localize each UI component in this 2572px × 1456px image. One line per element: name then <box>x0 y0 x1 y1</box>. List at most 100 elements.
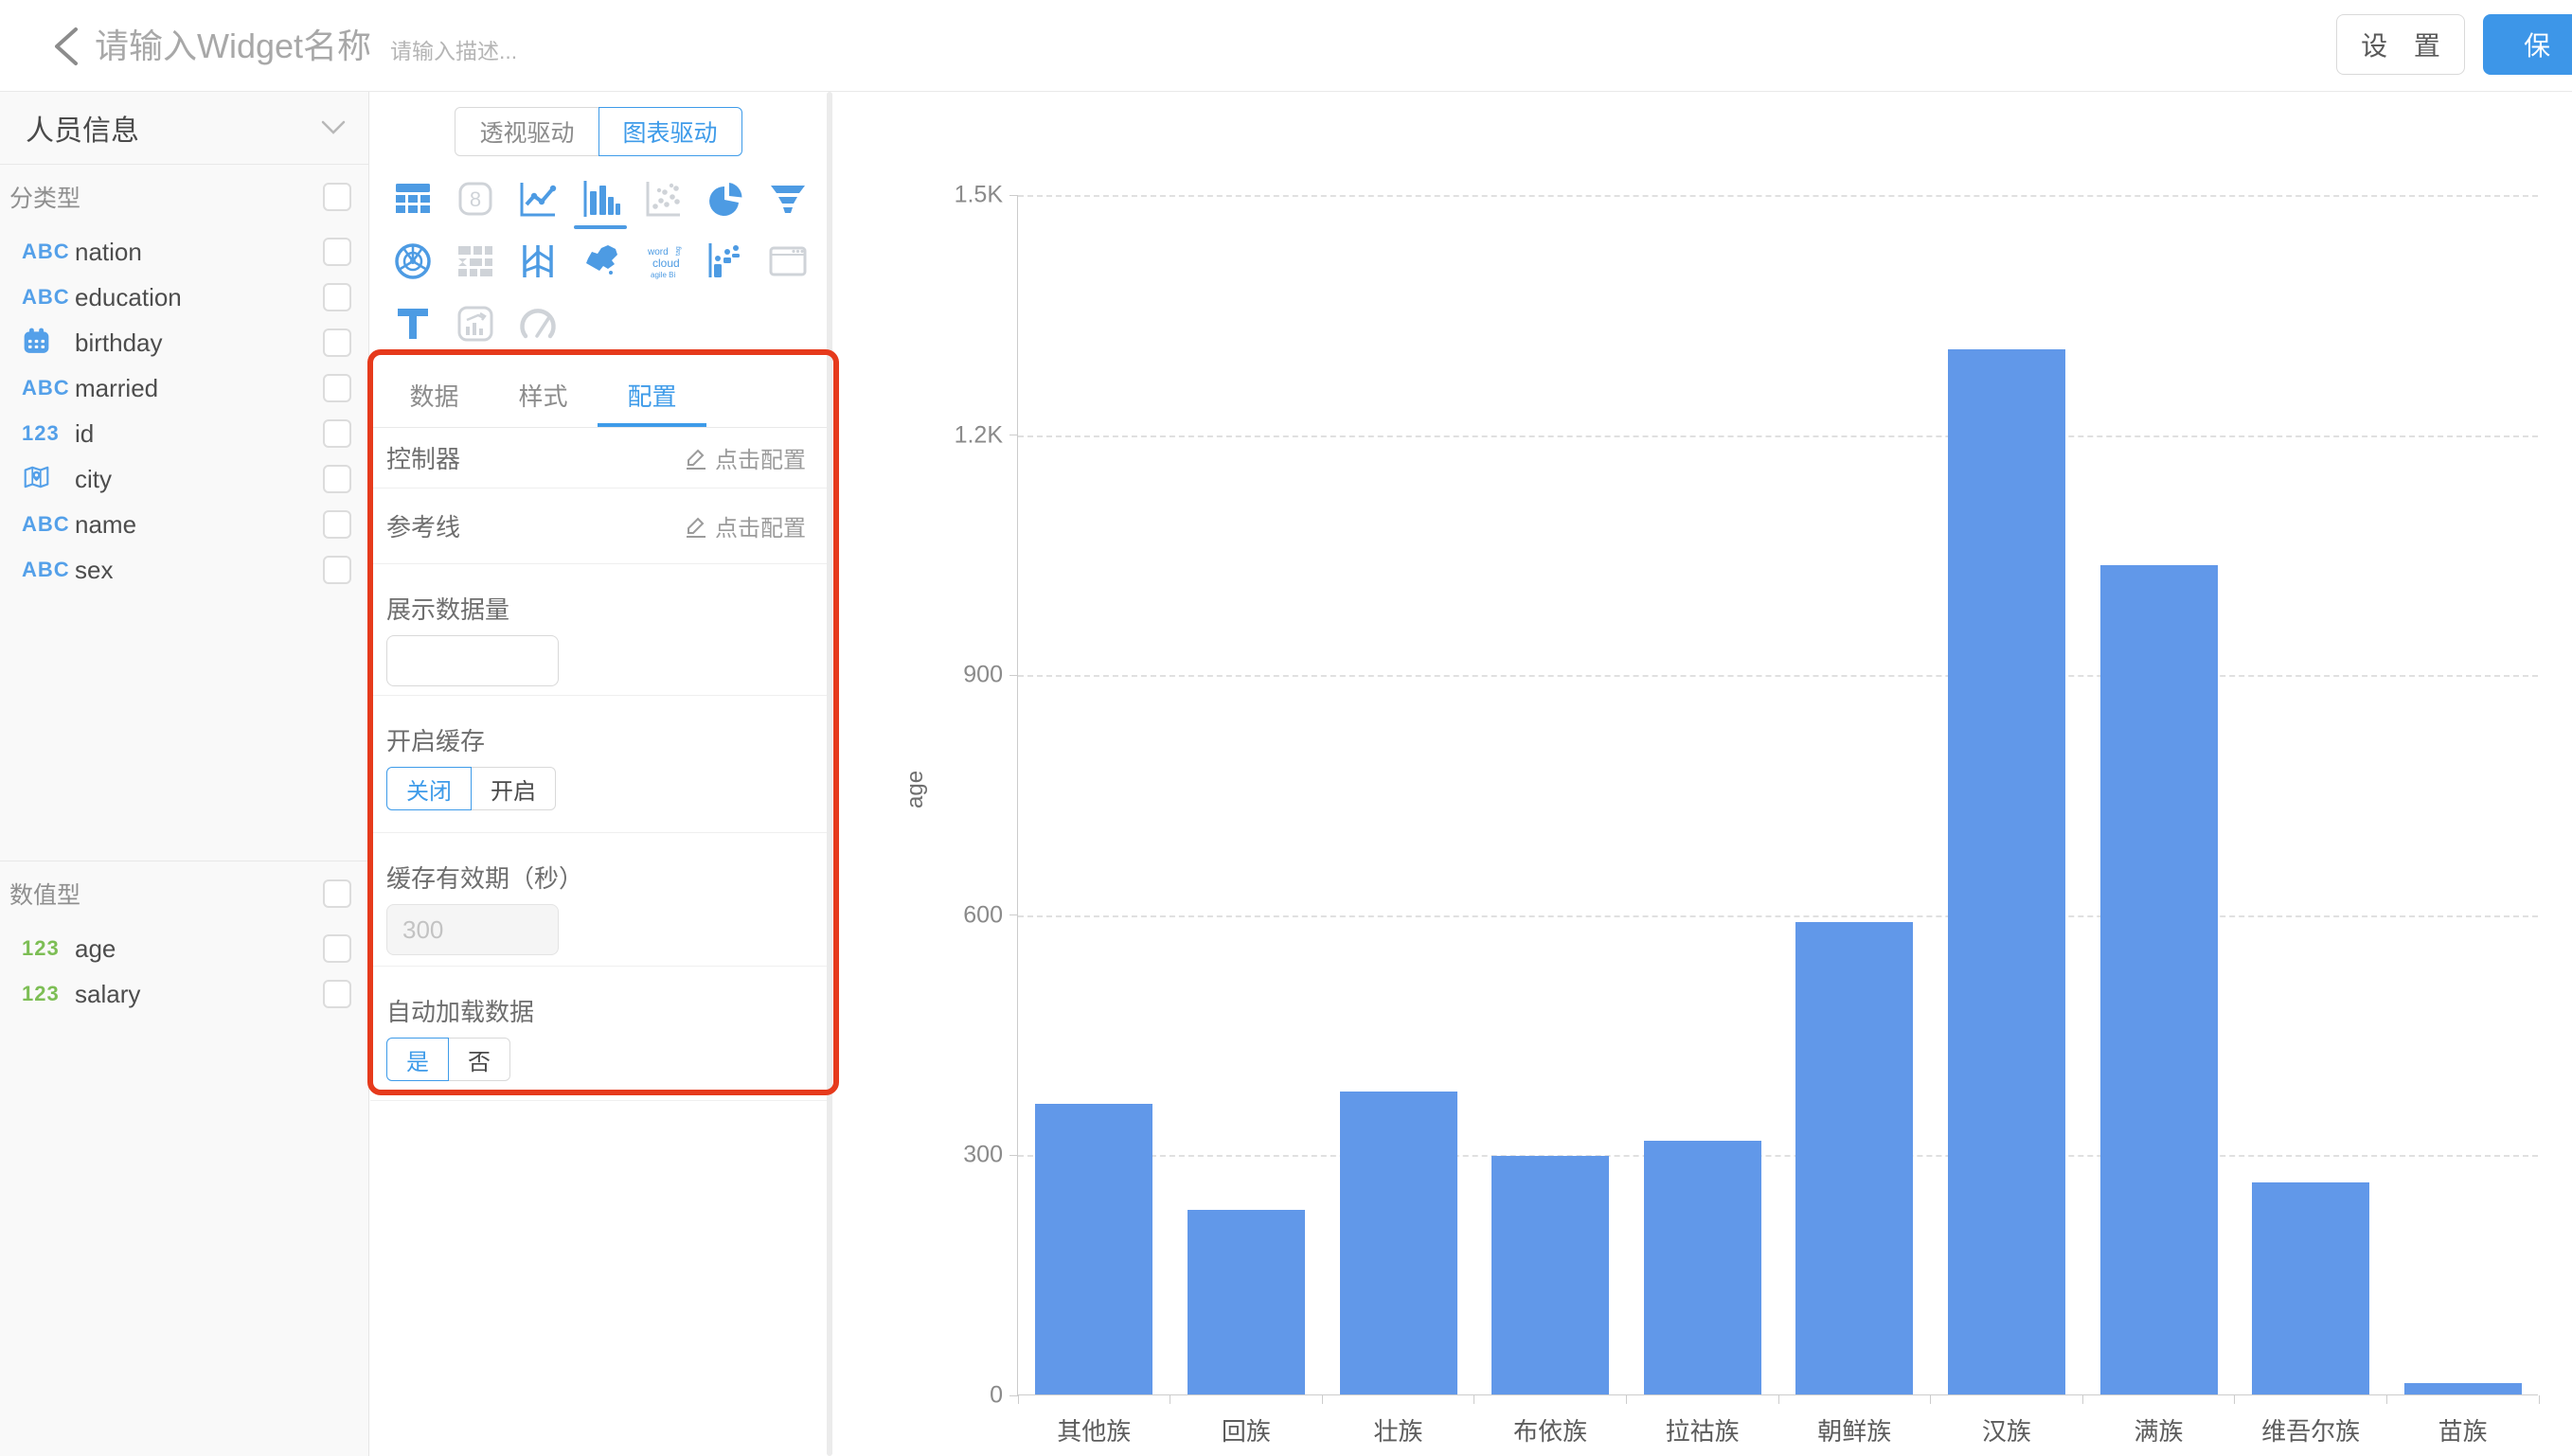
field-checkbox[interactable] <box>323 374 351 402</box>
field-row-age[interactable]: 123age <box>0 926 368 971</box>
x-tick-mark <box>1626 1395 1627 1404</box>
section-checkbox[interactable] <box>323 183 351 211</box>
auto-load-no-button[interactable]: 否 <box>448 1038 510 1081</box>
bar-朝鲜族[interactable] <box>1795 922 1913 1394</box>
field-checkbox[interactable] <box>323 510 351 539</box>
field-checkbox[interactable] <box>323 419 351 448</box>
x-tick-mark <box>2234 1395 2235 1404</box>
display-count-input[interactable] <box>386 635 559 686</box>
tab-样式[interactable]: 样式 <box>489 370 598 427</box>
panel-scrollbar[interactable] <box>827 92 832 1456</box>
x-category-label: 其他族 <box>1018 1412 1170 1447</box>
x-tick-mark <box>1018 1395 1019 1404</box>
bar-汉族[interactable] <box>1948 349 2065 1394</box>
back-button[interactable] <box>47 25 89 68</box>
field-label: sex <box>75 556 323 585</box>
controller-label: 控制器 <box>386 440 685 475</box>
sidebar-sections: 分类型ABCnationABCeducationbirthdayABCmarri… <box>0 165 368 1017</box>
field-checkbox[interactable] <box>323 980 351 1008</box>
chevron-down-icon <box>321 120 346 135</box>
field-row-name[interactable]: ABCname <box>0 502 368 547</box>
tab-数据[interactable]: 数据 <box>380 370 489 427</box>
dataset-selector[interactable]: 人员信息 <box>0 92 368 165</box>
tab-配置[interactable]: 配置 <box>598 370 706 427</box>
iframe-icon[interactable] <box>757 230 819 293</box>
reference-line-row: 参考线 点击配置 <box>370 488 827 564</box>
word-cloud-icon[interactable]: wordtagcloudagile Bi <box>632 230 694 293</box>
chevron-left-icon <box>47 25 89 68</box>
line-chart-icon[interactable] <box>507 168 569 230</box>
cache-on-button[interactable]: 开启 <box>471 767 556 810</box>
field-checkbox[interactable] <box>323 465 351 493</box>
bar-拉祜族[interactable] <box>1644 1141 1761 1394</box>
field-row-married[interactable]: ABCmarried <box>0 365 368 411</box>
y-tick-label: 0 <box>861 1382 1003 1410</box>
field-row-sex[interactable]: ABCsex <box>0 547 368 593</box>
scorecard-icon[interactable]: 8 <box>444 168 507 230</box>
field-label: id <box>75 419 323 449</box>
y-tick-mark <box>1009 195 1018 196</box>
rich-text-icon[interactable] <box>382 293 444 355</box>
funnel-icon[interactable] <box>757 168 819 230</box>
field-row-nation[interactable]: ABCnation <box>0 229 368 275</box>
combo-chart-icon[interactable] <box>444 293 507 355</box>
field-checkbox[interactable] <box>323 283 351 311</box>
field-row-education[interactable]: ABCeducation <box>0 275 368 320</box>
pencil-icon <box>685 515 707 538</box>
123-field-icon: 123 <box>22 421 75 446</box>
field-row-salary[interactable]: 123salary <box>0 971 368 1017</box>
table-icon[interactable] <box>382 168 444 230</box>
field-row-id[interactable]: 123id <box>0 411 368 456</box>
reference-line-configure-link[interactable]: 点击配置 <box>685 509 806 542</box>
pencil-icon <box>685 447 707 470</box>
pivot-drive-button[interactable]: 透视驱动 <box>455 107 598 156</box>
pie-chart-icon[interactable] <box>694 168 757 230</box>
radar-icon[interactable] <box>382 230 444 293</box>
x-tick-mark <box>2082 1395 2083 1404</box>
waterfall-icon[interactable] <box>694 230 757 293</box>
china-map-icon[interactable] <box>569 230 632 293</box>
gridline <box>1018 915 2538 917</box>
parallel-icon[interactable] <box>507 230 569 293</box>
gauge-icon[interactable] <box>507 293 569 355</box>
scatter-icon[interactable] <box>632 168 694 230</box>
cache-off-button[interactable]: 关闭 <box>386 767 472 810</box>
bar-满族[interactable] <box>2100 565 2218 1394</box>
controller-row: 控制器 点击配置 <box>370 428 827 488</box>
bar-其他族[interactable] <box>1035 1104 1152 1394</box>
field-row-birthday[interactable]: birthday <box>0 320 368 365</box>
settings-button[interactable]: 设 置 <box>2336 14 2465 75</box>
field-row-city[interactable]: city <box>0 456 368 502</box>
field-checkbox[interactable] <box>323 934 351 963</box>
section-checkbox[interactable] <box>323 879 351 908</box>
svg-text:tag: tag <box>675 246 682 256</box>
save-button[interactable]: 保 存 <box>2483 14 2572 75</box>
bar-壮族[interactable] <box>1340 1092 1457 1394</box>
chart-drive-button[interactable]: 图表驱动 <box>598 107 742 156</box>
cache-expire-label: 缓存有效期（秒） <box>386 860 806 895</box>
bar-chart-icon[interactable] <box>569 168 632 230</box>
x-category-label: 壮族 <box>1322 1412 1474 1447</box>
auto-load-yes-button[interactable]: 是 <box>386 1038 449 1081</box>
x-category-label: 朝鲜族 <box>1778 1412 1931 1447</box>
cache-expire-input[interactable] <box>386 904 559 955</box>
bar-维吾尔族[interactable] <box>2252 1182 2369 1394</box>
chart-type-grid: 8 wordtagcloudagile Bi <box>382 168 827 355</box>
x-tick-mark <box>2386 1395 2387 1404</box>
treemap-icon[interactable] <box>444 230 507 293</box>
field-checkbox[interactable] <box>323 328 351 357</box>
gridline <box>1018 1155 2538 1157</box>
config-panel: 透视驱动 图表驱动 8 wordtagcloudagile Bi 数据样式配置 控… <box>370 92 827 1456</box>
field-checkbox[interactable] <box>323 238 351 266</box>
field-checkbox[interactable] <box>323 556 351 584</box>
bar-回族[interactable] <box>1188 1210 1305 1394</box>
controller-configure-link[interactable]: 点击配置 <box>685 441 806 474</box>
svg-text:agile Bi: agile Bi <box>651 271 675 279</box>
bar-苗族[interactable] <box>2404 1383 2522 1394</box>
x-tick-mark <box>2539 1395 2540 1404</box>
map-pin-icon <box>22 463 75 496</box>
widget-name-input[interactable] <box>95 21 388 72</box>
widget-desc-input[interactable] <box>390 34 655 68</box>
bar-布依族[interactable] <box>1491 1156 1609 1394</box>
y-tick-mark <box>1009 914 1018 915</box>
